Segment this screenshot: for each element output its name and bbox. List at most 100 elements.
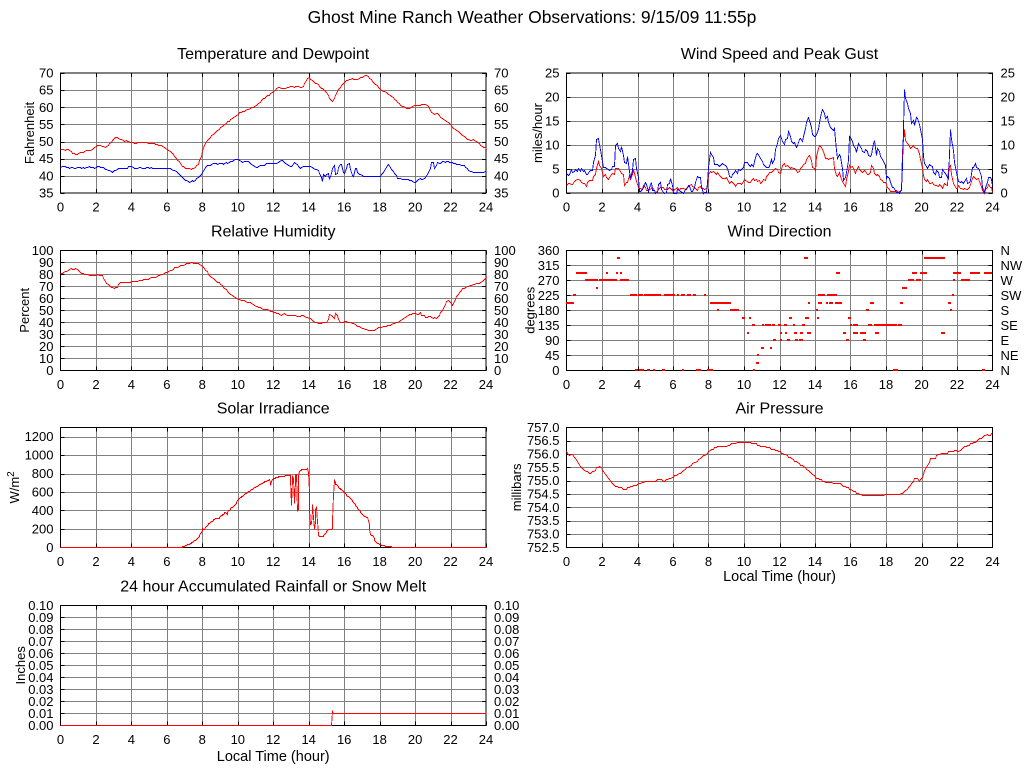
svg-text:753.5: 753.5 xyxy=(527,513,560,528)
svg-text:0.00: 0.00 xyxy=(28,718,53,733)
svg-text:6: 6 xyxy=(163,200,170,215)
svg-text:24: 24 xyxy=(985,377,999,392)
svg-text:5: 5 xyxy=(552,162,559,177)
svg-text:10: 10 xyxy=(39,351,53,366)
svg-text:20: 20 xyxy=(545,90,559,105)
svg-text:4: 4 xyxy=(128,554,135,569)
svg-text:600: 600 xyxy=(32,485,54,500)
svg-text:Air Pressure: Air Pressure xyxy=(735,400,823,417)
svg-text:30: 30 xyxy=(494,327,508,342)
svg-text:70: 70 xyxy=(39,66,53,81)
svg-text:20: 20 xyxy=(408,554,422,569)
svg-text:22: 22 xyxy=(443,554,457,569)
svg-text:Solar Irradiance: Solar Irradiance xyxy=(217,400,330,417)
svg-text:12: 12 xyxy=(772,377,786,392)
svg-text:10: 10 xyxy=(737,554,751,569)
svg-text:754.0: 754.0 xyxy=(527,500,560,515)
svg-text:270: 270 xyxy=(538,273,560,288)
svg-text:18: 18 xyxy=(879,200,893,215)
svg-text:16: 16 xyxy=(337,554,351,569)
svg-text:8: 8 xyxy=(199,377,206,392)
svg-text:135: 135 xyxy=(538,318,560,333)
svg-text:0.01: 0.01 xyxy=(494,706,519,721)
svg-text:4: 4 xyxy=(634,377,641,392)
svg-text:60: 60 xyxy=(39,291,53,306)
svg-text:16: 16 xyxy=(337,377,351,392)
svg-text:10: 10 xyxy=(231,732,245,747)
svg-text:Fahrenheit: Fahrenheit xyxy=(22,102,37,165)
svg-text:1000: 1000 xyxy=(25,448,54,463)
svg-text:0: 0 xyxy=(552,186,559,201)
svg-text:35: 35 xyxy=(39,186,53,201)
svg-text:2: 2 xyxy=(598,200,605,215)
svg-text:10: 10 xyxy=(231,554,245,569)
svg-text:755.0: 755.0 xyxy=(527,473,560,488)
svg-text:4: 4 xyxy=(128,732,135,747)
svg-text:8: 8 xyxy=(705,200,712,215)
svg-text:6: 6 xyxy=(669,377,676,392)
svg-text:24: 24 xyxy=(985,200,999,215)
svg-text:1200: 1200 xyxy=(25,429,54,444)
svg-text:W/m2: W/m2 xyxy=(6,471,22,504)
svg-text:Wind Direction: Wind Direction xyxy=(727,223,831,240)
svg-text:45: 45 xyxy=(39,151,53,166)
svg-text:24: 24 xyxy=(985,554,999,569)
svg-text:16: 16 xyxy=(843,377,857,392)
svg-text:14: 14 xyxy=(301,200,315,215)
svg-text:90: 90 xyxy=(494,255,508,270)
svg-text:0: 0 xyxy=(563,554,570,569)
svg-text:0.10: 0.10 xyxy=(494,598,519,613)
svg-text:22: 22 xyxy=(950,200,964,215)
svg-text:20: 20 xyxy=(494,339,508,354)
svg-text:6: 6 xyxy=(163,732,170,747)
svg-text:2: 2 xyxy=(92,200,99,215)
svg-text:14: 14 xyxy=(808,377,822,392)
svg-text:Relative Humidity: Relative Humidity xyxy=(211,223,335,240)
svg-text:35: 35 xyxy=(494,186,508,201)
svg-text:10: 10 xyxy=(231,200,245,215)
svg-text:60: 60 xyxy=(494,291,508,306)
svg-text:6: 6 xyxy=(163,554,170,569)
svg-text:4: 4 xyxy=(128,377,135,392)
svg-text:4: 4 xyxy=(634,554,641,569)
svg-text:24: 24 xyxy=(479,377,493,392)
svg-text:24: 24 xyxy=(479,200,493,215)
svg-text:50: 50 xyxy=(39,134,53,149)
svg-text:24: 24 xyxy=(479,732,493,747)
svg-text:12: 12 xyxy=(772,200,786,215)
svg-text:754.5: 754.5 xyxy=(527,487,560,502)
svg-text:NW: NW xyxy=(1001,258,1023,273)
svg-text:Wind Speed and Peak Gust: Wind Speed and Peak Gust xyxy=(681,46,879,63)
svg-text:0: 0 xyxy=(57,732,64,747)
svg-text:0: 0 xyxy=(563,200,570,215)
svg-text:6: 6 xyxy=(669,554,676,569)
svg-text:800: 800 xyxy=(32,466,54,481)
svg-text:12: 12 xyxy=(266,732,280,747)
svg-text:40: 40 xyxy=(494,168,508,183)
svg-text:0.06: 0.06 xyxy=(28,646,53,661)
svg-text:8: 8 xyxy=(705,377,712,392)
svg-text:40: 40 xyxy=(39,168,53,183)
svg-text:45: 45 xyxy=(545,348,559,363)
svg-text:12: 12 xyxy=(266,200,280,215)
svg-text:15: 15 xyxy=(545,114,559,129)
svg-text:2: 2 xyxy=(92,377,99,392)
svg-text:18: 18 xyxy=(372,732,386,747)
svg-text:55: 55 xyxy=(39,117,53,132)
svg-text:18: 18 xyxy=(372,200,386,215)
svg-text:6: 6 xyxy=(163,377,170,392)
svg-text:0.01: 0.01 xyxy=(28,706,53,721)
svg-text:755.5: 755.5 xyxy=(527,460,560,475)
svg-text:0: 0 xyxy=(57,200,64,215)
svg-text:14: 14 xyxy=(808,554,822,569)
svg-text:8: 8 xyxy=(199,732,206,747)
svg-text:10: 10 xyxy=(494,351,508,366)
svg-text:50: 50 xyxy=(494,134,508,149)
svg-text:45: 45 xyxy=(494,151,508,166)
svg-text:20: 20 xyxy=(914,200,928,215)
svg-text:4: 4 xyxy=(634,200,641,215)
svg-text:80: 80 xyxy=(494,267,508,282)
svg-text:30: 30 xyxy=(39,327,53,342)
svg-text:6: 6 xyxy=(669,200,676,215)
svg-text:0.10: 0.10 xyxy=(28,598,53,613)
